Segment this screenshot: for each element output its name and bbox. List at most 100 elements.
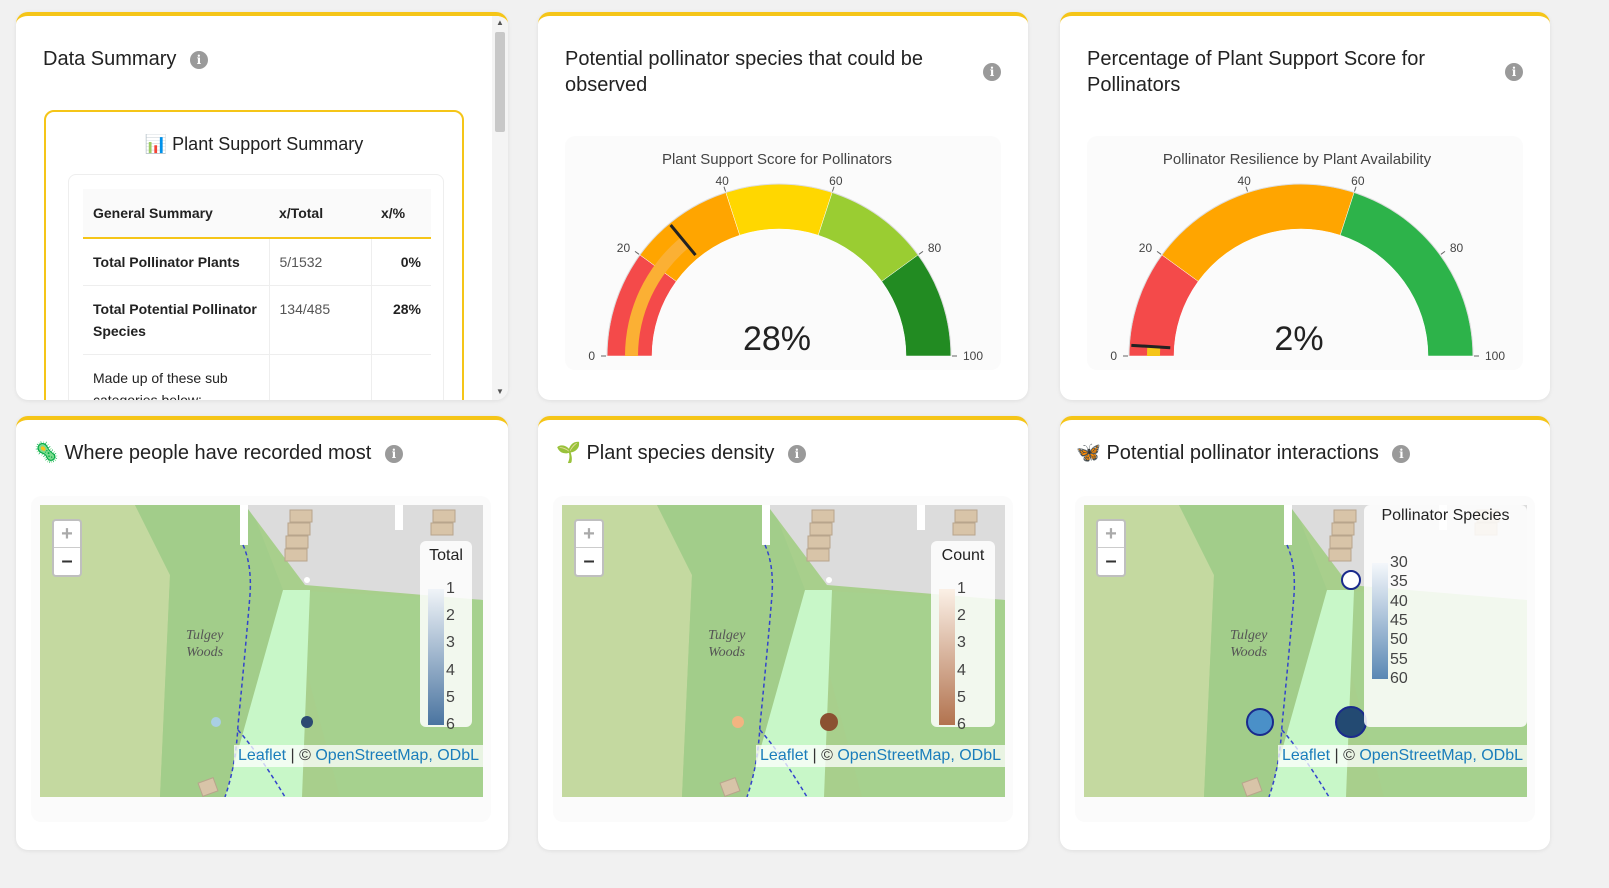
map2[interactable]: Tulgey Woods + – Count 1 2 3 4 5 6 Leaflet | © Op… <box>562 505 1005 797</box>
leaflet-link[interactable]: Leaflet <box>760 747 809 764</box>
scrollbar[interactable]: ▲ ▼ <box>492 16 508 400</box>
legend-tick-label: 6 <box>446 716 455 733</box>
legend-colorbar <box>939 589 955 725</box>
info-icon[interactable]: i <box>384 444 403 463</box>
info-icon[interactable]: i <box>787 444 806 463</box>
map3-container: Tulgey Woods + – Pollinator Species 30 35 40 4… <box>1075 496 1535 822</box>
map1[interactable]: Tulgey Woods + – Total 1 2 3 4 5 6 Leaflet | © Op… <box>40 505 483 797</box>
legend-tick-label: 40 <box>1390 592 1408 610</box>
gauge1-value: 28% <box>743 320 811 358</box>
map-legend: Total 1 2 3 4 5 6 <box>420 541 472 733</box>
gauge-tick-mark <box>1156 250 1162 255</box>
table-cell-label: Made up of these sub categories below: <box>83 354 270 400</box>
map3[interactable]: Tulgey Woods + – Pollinator Species 30 35 40 4… <box>1084 505 1527 797</box>
scroll-up-arrow-icon[interactable]: ▲ <box>496 18 504 27</box>
legend-colorbar <box>428 589 444 725</box>
pollinator-species-gauge-card: Potential pollinator species that could … <box>538 12 1028 400</box>
map-marker-point <box>304 577 310 583</box>
column-header: x/% <box>371 189 431 239</box>
gauge-tick-label: 80 <box>1450 241 1464 255</box>
zoom-in-button[interactable]: + <box>576 521 602 548</box>
gauge-tick-mark <box>1245 186 1249 192</box>
gauge-tick-label: 20 <box>617 241 631 255</box>
legend-tick-label: 4 <box>446 661 455 679</box>
zoom-out-button[interactable]: – <box>583 550 595 572</box>
map-road <box>395 505 403 530</box>
zoom-in-button[interactable]: + <box>1098 521 1124 548</box>
leaflet-link[interactable]: Leaflet <box>238 747 287 764</box>
info-icon[interactable]: i <box>1505 63 1523 81</box>
gauge1-card-title: Potential pollinator species that could … <box>565 48 924 96</box>
map1-title: 🦠 Where people have recorded most i <box>34 440 403 466</box>
gauge2-ticks: 0 20 40 60 80 100 <box>1110 174 1505 363</box>
attribution-separator: | © <box>286 747 316 764</box>
map-meadow-area <box>40 505 170 797</box>
legend-tick-label: 6 <box>957 716 966 733</box>
column-header: General Summary <box>83 189 269 239</box>
map-place-label: Tulgey Woods <box>708 627 745 661</box>
gauge-tick-label: 60 <box>1351 174 1365 188</box>
map-road <box>917 505 925 530</box>
legend-tick-label: 1 <box>957 580 966 597</box>
summary-table: General Summary x/Total x/% Total Pollin… <box>83 189 431 400</box>
map-marker-point <box>826 577 832 583</box>
gauge-value-bar <box>1147 346 1161 356</box>
map-buildings <box>197 509 456 797</box>
map-place-label-line2: Woods <box>708 645 746 660</box>
zoom-control: + – <box>1096 519 1126 577</box>
plant-support-summary-title: 📊 Plant Support Summary <box>46 134 462 155</box>
table-row: Total Pollinator Plants 5/1532 0% <box>83 238 431 286</box>
legend-title: Total <box>429 547 463 564</box>
zoom-out-button[interactable]: – <box>61 550 73 572</box>
map-place-label-line2: Woods <box>1230 645 1268 660</box>
info-icon[interactable]: i <box>1392 444 1411 463</box>
plant-support-summary-title-text: Plant Support Summary <box>172 134 364 154</box>
map2-title: 🌱 Plant species density i <box>556 440 806 466</box>
summary-table-container: General Summary x/Total x/% Total Pollin… <box>68 174 444 400</box>
gauge-value-bar <box>625 237 690 356</box>
scroll-down-arrow-icon[interactable]: ▼ <box>496 387 504 396</box>
gauge-tick-mark <box>1440 250 1446 255</box>
recorded-most-map-card: 🦠 Where people have recorded most i Tulg… <box>16 416 508 850</box>
map1-container: Tulgey Woods + – Total 1 2 3 4 5 6 Leaflet | © Op… <box>31 496 491 822</box>
gauge-band-2 <box>725 183 833 236</box>
map-attribution: Leaflet | © OpenStreetMap, ODbL <box>756 745 1005 767</box>
map-legend: Pollinator Species 30 35 40 45 50 55 60 <box>1364 505 1527 727</box>
scrollbar-thumb[interactable] <box>495 32 505 132</box>
legend-tick-label: 5 <box>957 688 966 706</box>
gauge-tick-label: 0 <box>588 349 595 363</box>
table-cell-fraction: 134/485 <box>269 285 372 355</box>
zoom-out-button[interactable]: – <box>1105 550 1117 572</box>
map-buildings <box>719 509 978 797</box>
butterfly-icon: 🦋 <box>1076 442 1101 464</box>
gauge1-ticks: 0 20 40 60 80 100 <box>588 174 983 363</box>
map-data-circle[interactable] <box>1246 708 1274 736</box>
map-data-circle[interactable] <box>301 716 313 728</box>
legend-tick-label: 5 <box>446 688 455 706</box>
openstreetmap-link[interactable]: OpenStreetMap, ODbL <box>837 747 1001 764</box>
gauge-tick-mark <box>918 250 924 255</box>
info-icon[interactable]: i <box>983 63 1001 81</box>
attribution-separator: | © <box>808 747 838 764</box>
map-data-circle[interactable] <box>1341 570 1361 590</box>
openstreetmap-link[interactable]: OpenStreetMap, ODbL <box>315 747 479 764</box>
leaflet-link[interactable]: Leaflet <box>1282 747 1331 764</box>
map-data-circle[interactable] <box>1335 706 1367 738</box>
info-icon[interactable]: i <box>189 50 208 69</box>
map-data-circle[interactable] <box>732 716 744 728</box>
map-meadow-area <box>562 505 692 797</box>
map-legend: Count 1 2 3 4 5 6 <box>931 541 995 733</box>
map-place-label: Tulgey Woods <box>186 627 223 661</box>
map-data-circle[interactable] <box>211 717 221 727</box>
table-cell-percent: 28% <box>371 285 431 355</box>
gauge-tick-mark <box>831 186 835 192</box>
gauge-tick-mark <box>723 186 727 192</box>
zoom-in-button[interactable]: + <box>54 521 80 548</box>
map-attribution: Leaflet | © OpenStreetMap, ODbL <box>1278 745 1527 767</box>
openstreetmap-link[interactable]: OpenStreetMap, ODbL <box>1359 747 1523 764</box>
gauge-tick-label: 0 <box>1110 349 1117 363</box>
column-header: x/Total <box>269 189 371 239</box>
map-road <box>1284 505 1292 545</box>
table-cell-percent: 0% <box>371 238 431 286</box>
map-data-circle[interactable] <box>820 713 838 731</box>
